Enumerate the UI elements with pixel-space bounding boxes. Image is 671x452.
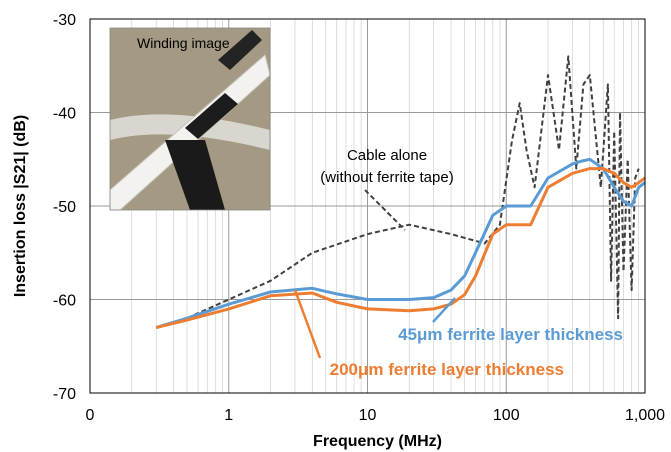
winding-image-inset: Winding image <box>109 27 271 211</box>
series-pointer-200um <box>293 289 322 359</box>
x-axis-title: Frequency (MHz) <box>313 433 442 450</box>
y-tick-label: -40 <box>53 106 76 123</box>
inset-label: Winding image <box>137 35 230 51</box>
x-tick-label: 1 <box>224 407 233 424</box>
series-line-1 <box>155 55 640 329</box>
y-tick-label: -60 <box>53 293 76 310</box>
series-lines <box>155 55 646 330</box>
series-pointer-45um <box>432 297 456 323</box>
annotation-leader <box>364 189 406 231</box>
annotation-line-2: (without ferrite tape) <box>320 169 453 186</box>
y-tick-label: -30 <box>53 12 76 29</box>
series-label-200um: 200μm ferrite layer thickness <box>330 360 564 379</box>
y-tick-label: -50 <box>53 199 76 216</box>
plot-frame <box>89 18 646 394</box>
annotation-line-1: Cable alone <box>347 147 427 164</box>
x-tick-label: 1,000 <box>625 407 665 424</box>
x-tick-label: 100 <box>493 407 520 424</box>
series-label-45um: 45μm ferrite layer thickness <box>398 325 623 344</box>
series-line-3 <box>155 167 646 330</box>
axes <box>89 18 646 394</box>
y-tick-label: -70 <box>53 386 76 403</box>
labels: 0 1 10 100 1,000 -30 -40 -50 -60 -70 Frequency (MH… <box>12 12 665 450</box>
x-tick-label: 10 <box>359 407 377 424</box>
y-axis-title: Insertion loss |S21| (dB) <box>12 115 29 297</box>
series-line-2 <box>155 157 646 330</box>
x-tick-label: 0 <box>86 407 95 424</box>
